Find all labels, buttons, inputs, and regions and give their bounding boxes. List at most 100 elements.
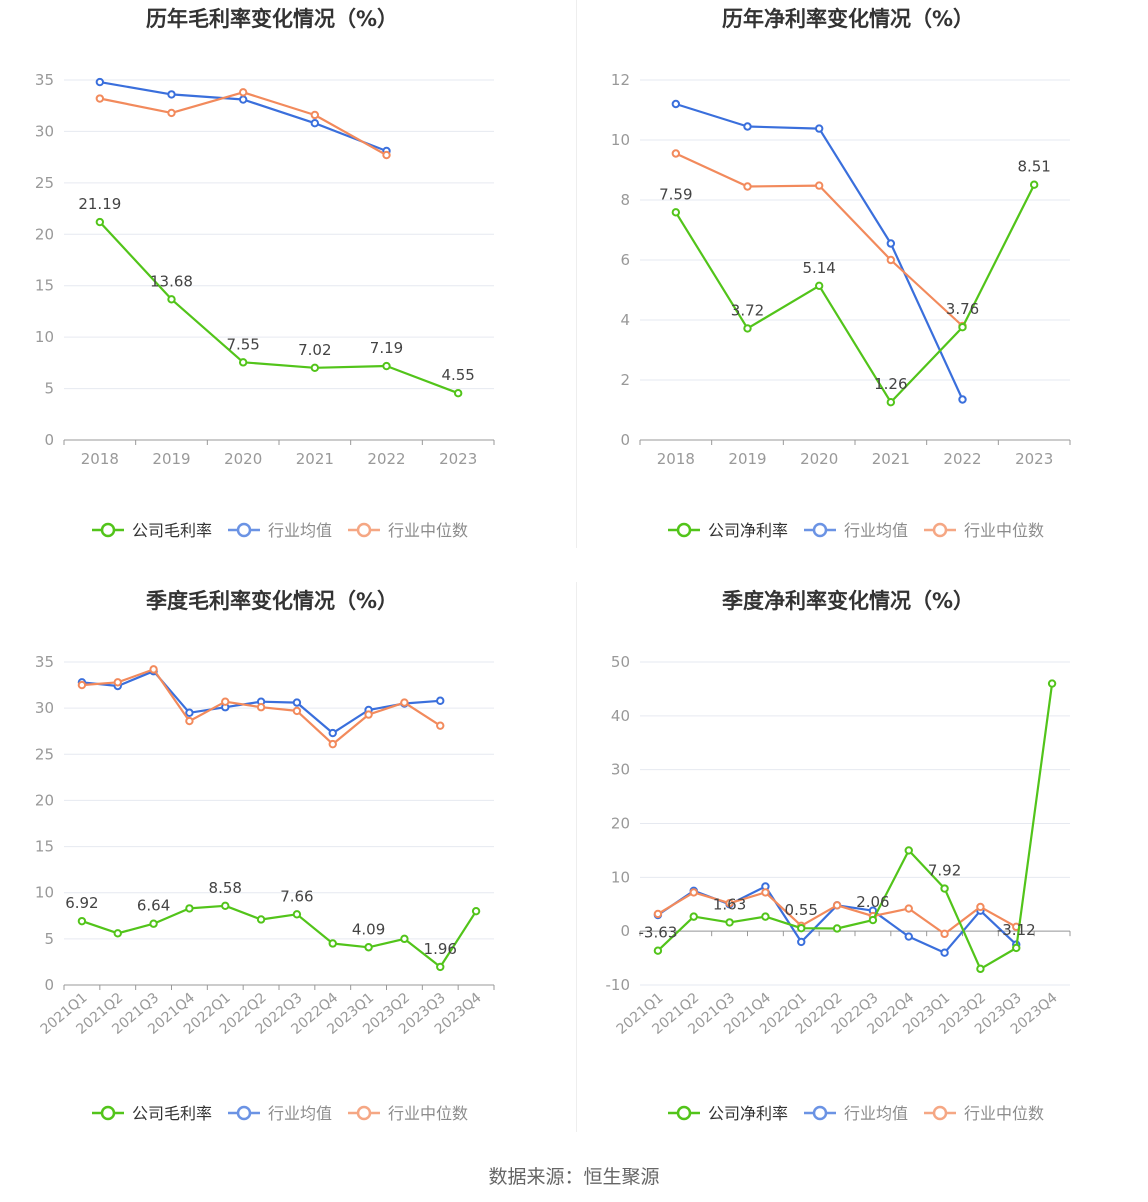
data-point-company (868, 915, 878, 925)
legend-marker (812, 522, 828, 538)
data-point-company (976, 964, 985, 974)
y-tick-label: 25 (35, 174, 54, 192)
data-point-avg (904, 932, 913, 941)
y-tick-label: 10 (611, 868, 630, 886)
data-point-median (436, 721, 445, 730)
legend-label: 行业中位数 (388, 1104, 468, 1123)
data-label: 8.51 (1017, 158, 1050, 176)
legend-item-avg: 行业均值 (228, 1104, 332, 1123)
legend-item-company: 公司毛利率 (92, 1104, 212, 1123)
x-tick-label: 2018 (657, 450, 695, 468)
data-point-median (382, 150, 391, 160)
data-point-company (149, 919, 158, 928)
y-tick-label: 35 (35, 653, 54, 671)
series-line-company (657, 683, 1054, 970)
legend-item-avg: 行业均值 (804, 521, 908, 540)
data-label: 3.76 (946, 300, 979, 318)
x-tick-label: 2023 (439, 450, 477, 468)
data-point-median (689, 888, 698, 897)
data-label: 13.68 (150, 272, 193, 290)
y-tick-label: 10 (611, 131, 630, 149)
data-point-company (1047, 679, 1057, 688)
x-tick-label: 2022 (367, 450, 405, 468)
y-tick-label: 50 (611, 653, 630, 671)
data-label: -3.12 (997, 921, 1036, 939)
data-point-median (832, 901, 842, 910)
data-point-avg (292, 698, 302, 707)
chart-title: 历年净利率变化情况（%） (722, 7, 974, 31)
chart-annual-gross-margin: 历年毛利率变化情况（%） 0 5 10 15 20 25 30 35 2018 2019 2020 20… (0, 0, 574, 580)
data-point-median (221, 697, 230, 706)
data-point-company (832, 924, 842, 933)
legend-label: 公司毛利率 (132, 1104, 212, 1123)
data-point-avg (814, 124, 824, 133)
series-line-avg (675, 102, 964, 400)
data-label: 6.64 (137, 897, 170, 915)
legend-label: 公司净利率 (708, 521, 788, 540)
y-tick-label: 0 (620, 431, 630, 449)
y-tick-label: 10 (35, 328, 54, 346)
data-label: 7.55 (226, 335, 259, 353)
series-line-company (81, 904, 478, 968)
data-point-company (671, 208, 681, 217)
y-tick-label: 4 (620, 311, 630, 329)
y-tick-label: 20 (35, 791, 54, 809)
y-tick-label: 30 (611, 761, 630, 779)
data-point-company (167, 295, 176, 304)
data-point-avg (958, 395, 967, 404)
data-point-median (761, 888, 770, 897)
data-point-avg (797, 937, 806, 947)
data-point-company (689, 912, 698, 921)
x-tick-label: 2021 (296, 450, 334, 468)
data-point-company (436, 962, 445, 972)
data-point-avg (940, 948, 949, 957)
data-label: 2.06 (856, 893, 889, 911)
y-tick-label: 20 (611, 815, 630, 833)
legend-label: 公司净利率 (708, 1104, 788, 1123)
data-point-median (814, 181, 824, 190)
data-point-company (453, 389, 463, 398)
data-point-company (958, 323, 967, 332)
series-line-company (674, 184, 1036, 404)
legend-label: 行业中位数 (388, 521, 468, 540)
data-point-median (149, 665, 158, 674)
data-point-avg (167, 90, 176, 99)
legend-item-avg: 行业均值 (804, 1104, 908, 1123)
data-label: 5.14 (802, 259, 835, 277)
data-point-company (471, 906, 481, 916)
data-point-company (292, 910, 302, 919)
data-point-median (310, 110, 320, 120)
y-tick-label: 0 (44, 431, 54, 449)
legend-label: 行业均值 (844, 521, 908, 540)
y-tick-label: 35 (35, 71, 54, 89)
data-point-median (904, 904, 913, 913)
legend-marker (932, 522, 948, 538)
chart-quarterly-net-margin: 季度净利率变化情况（%） -10 0 10 20 30 40 50 2021Q1 2021Q2 20… (576, 582, 1148, 1162)
legend-item-company: 公司净利率 (668, 521, 788, 540)
data-label: 7.02 (298, 341, 331, 359)
x-tick-label: 2021 (872, 450, 910, 468)
data-point-median (185, 716, 194, 726)
legend-item-median: 行业中位数 (348, 521, 468, 540)
data-point-avg (95, 77, 105, 87)
data-point-median (328, 739, 337, 749)
y-tick-label: 5 (44, 930, 54, 948)
data-point-median (886, 255, 896, 265)
data-point-median (725, 898, 734, 908)
data-point-company (185, 904, 194, 913)
data-point-median (292, 706, 302, 716)
data-label: 7.19 (370, 339, 403, 357)
data-point-company (95, 217, 105, 227)
panel-divider (576, 582, 577, 1132)
data-label: -3.63 (639, 924, 678, 942)
legend-label: 行业均值 (844, 1104, 908, 1123)
y-tick-label: 25 (35, 745, 54, 763)
chart-svg: 季度毛利率变化情况（%）051015202530352021Q12021Q220… (35, 589, 495, 1123)
y-tick-label: 0 (44, 976, 54, 994)
data-point-avg (743, 122, 752, 131)
data-point-company (904, 846, 913, 855)
data-label: 1.96 (424, 940, 457, 958)
data-point-company (310, 363, 320, 372)
data-label: 1.63 (713, 895, 746, 913)
legend-item-median: 行业中位数 (924, 521, 1044, 540)
